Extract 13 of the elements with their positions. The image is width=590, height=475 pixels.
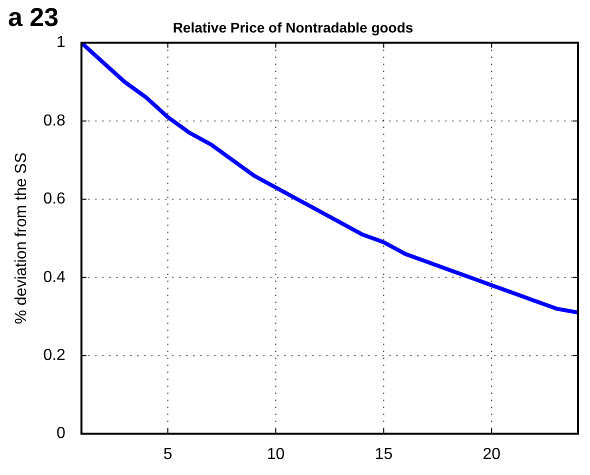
y-tick-label: 0.8 (43, 112, 66, 130)
x-tick-label: 15 (374, 446, 393, 463)
y-tick-label: 0.2 (43, 347, 66, 364)
x-tick-label: 5 (163, 446, 172, 463)
x-tick-label: 20 (482, 446, 501, 463)
chart-title: Relative Price of Nontradable goods (172, 19, 414, 36)
text: a 23 (8, 2, 59, 33)
y-tick-label: 0 (56, 425, 66, 442)
x-tick-label: 10 (266, 446, 285, 463)
y-axis-title: % deviation from the SS (13, 152, 30, 324)
y-tick-label: 0.4 (43, 268, 66, 286)
y-tick-label: 0.6 (43, 190, 66, 208)
y-tick-label: 1 (56, 34, 66, 52)
